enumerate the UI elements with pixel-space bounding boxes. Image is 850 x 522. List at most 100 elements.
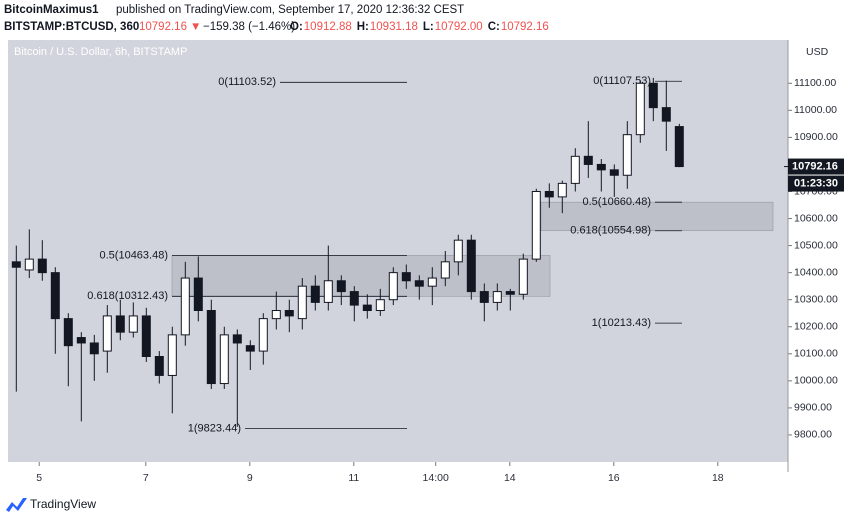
ohlc-label: O:	[290, 21, 303, 33]
y-unit: USD	[806, 46, 829, 58]
ohlc-label: C:	[488, 21, 500, 33]
x-tick-label: 5	[36, 472, 42, 484]
candle-body	[310, 285, 320, 303]
ohlc-value: 10792.16	[501, 21, 549, 33]
candle-body	[297, 285, 307, 320]
candle-body	[388, 272, 398, 301]
x-tick-label: 18	[712, 472, 724, 484]
candle-body	[336, 280, 346, 293]
ohlc-label: L:	[423, 21, 434, 33]
fib-label: 1(9823.44)	[188, 423, 241, 435]
candle-body	[635, 82, 645, 136]
candle-body	[622, 134, 632, 176]
arrow: ▼	[190, 21, 201, 33]
symbol: BITSTAMP:BTCUSD, 360	[4, 21, 139, 33]
x-tick-label: 11	[348, 472, 359, 484]
candle-body	[219, 334, 229, 385]
candle-body	[544, 190, 554, 198]
y-tick-label: 10900.00	[794, 131, 838, 143]
candle-body	[11, 261, 21, 268]
candle-body	[128, 315, 138, 333]
brand: TradingView	[30, 497, 96, 511]
candle-body	[141, 315, 151, 357]
logo	[6, 498, 27, 512]
candle-body	[414, 280, 424, 287]
candle-body	[609, 169, 619, 176]
candle-body	[349, 291, 359, 306]
y-tick-label: 9900.00	[794, 402, 832, 414]
candle-body	[401, 272, 411, 282]
candle-body	[232, 334, 242, 344]
candle-body	[115, 315, 125, 333]
candle-body	[284, 310, 294, 317]
candle-body	[102, 315, 112, 352]
countdown-box	[788, 175, 844, 192]
countdown: 01:23:30	[794, 177, 838, 189]
candle-body	[258, 318, 268, 352]
x-tick-label: 7	[143, 472, 149, 484]
candle-body	[531, 190, 541, 260]
fib-label: 0(11103.52)	[218, 76, 276, 88]
candle-body	[323, 280, 333, 303]
candle-body	[440, 261, 450, 279]
y-tick-label: 10600.00	[794, 212, 838, 224]
fib-label: 0.618(10312.43)	[87, 290, 168, 302]
candle-body	[453, 239, 463, 263]
x-tick-label: 14:00	[423, 472, 449, 484]
y-tick-label: 10100.00	[794, 348, 838, 360]
ohlc-value: 10931.18	[370, 21, 418, 33]
published: published on TradingView.com, September …	[116, 4, 464, 16]
candle-body	[50, 272, 60, 320]
candle-body	[466, 239, 476, 293]
candle-body	[518, 258, 528, 295]
y-tick-label: 10500.00	[794, 239, 838, 251]
candle-body	[596, 163, 606, 171]
candle-body	[154, 356, 164, 376]
x-tick-label: 16	[608, 472, 620, 484]
candle-body	[648, 82, 658, 109]
plot-area	[8, 40, 788, 462]
last-price: 10792.16	[792, 160, 838, 172]
y-tick-label: 9800.00	[794, 429, 832, 441]
candle-body	[89, 342, 99, 355]
candle-body	[167, 334, 177, 376]
candle-body	[63, 318, 73, 347]
candle-body	[180, 277, 190, 336]
candle-body	[570, 155, 580, 184]
candle-body	[206, 310, 216, 385]
candle-body	[375, 299, 385, 312]
candle-body	[557, 182, 567, 198]
candle-body	[492, 291, 502, 303]
y-tick-label: 11000.00	[794, 104, 837, 116]
candle-body	[479, 291, 489, 303]
author: BitcoinMaximus1	[4, 4, 99, 16]
y-tick-label: 10400.00	[794, 266, 838, 278]
candle-body	[661, 107, 671, 122]
candle-body	[427, 277, 437, 287]
x-tick-label: 14	[504, 472, 516, 484]
candle-body	[505, 291, 515, 295]
ohlc-value: 10912.88	[304, 21, 352, 33]
change: −159.38 (−1.46%)	[203, 21, 295, 33]
price: 10792.16	[139, 21, 187, 33]
candle-body	[245, 345, 255, 352]
fib-label: 0.5(10463.48)	[100, 249, 169, 261]
candle-body	[193, 277, 203, 312]
candle-body	[37, 258, 47, 274]
fib-label: 0.618(10554.98)	[570, 225, 651, 237]
ohlc-value: 10792.00	[435, 21, 483, 33]
fib-label: 1(10213.43)	[592, 317, 651, 329]
ohlc-label: H:	[357, 21, 369, 33]
x-tick-label: 9	[247, 472, 253, 484]
candle-body	[76, 337, 86, 344]
candle-body	[362, 304, 372, 312]
candle-body	[271, 310, 281, 320]
fib-zone	[171, 255, 551, 297]
y-tick-label: 10300.00	[794, 293, 838, 305]
last-price-box	[788, 158, 844, 175]
ohlc: O: 10912.88 H: 10931.18 L: 10792.00 C: 10792.16	[290, 21, 549, 33]
candle-body	[583, 155, 593, 165]
y-tick-label: 10200.00	[794, 321, 838, 333]
fib-label: 0.5(10660.48)	[583, 196, 652, 208]
